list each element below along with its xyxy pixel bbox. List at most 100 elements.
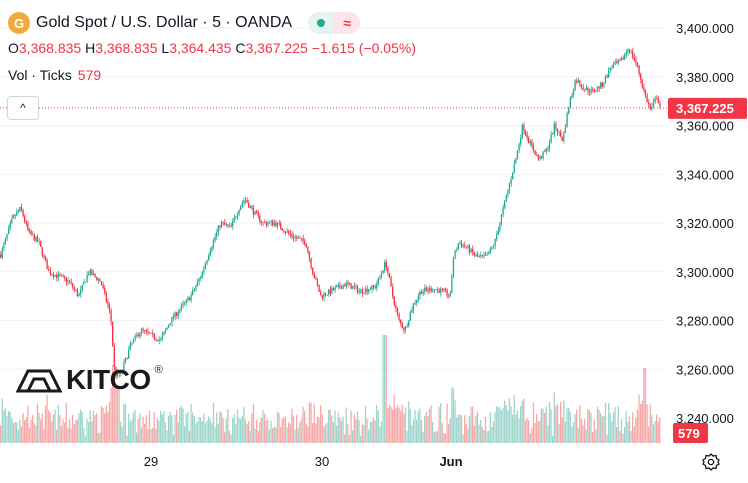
candle-body [275, 222, 277, 226]
volume-bar [467, 428, 469, 443]
volume-bar [108, 402, 111, 443]
volume-bar [272, 428, 274, 443]
candle-body [145, 330, 147, 332]
volume-bar [267, 419, 269, 443]
volume-bar [318, 417, 320, 443]
volume-bar [377, 410, 379, 443]
candle-body [190, 294, 192, 301]
volume-bar [148, 410, 151, 443]
candle-body [123, 362, 125, 371]
volume-bar [179, 407, 181, 443]
market-status-pill[interactable]: ≈ [308, 12, 361, 34]
chart-settings-button[interactable] [700, 451, 722, 473]
volume-bar [4, 407, 7, 443]
symbol-title[interactable]: Gold Spot / U.S. Dollar · 5 · OANDA [36, 14, 293, 31]
volume-bar [521, 400, 523, 443]
volume-legend[interactable]: Vol · Ticks 579 [8, 67, 101, 83]
candle-body [520, 138, 522, 145]
volume-bar [334, 410, 336, 443]
high-value: 3,368.835 [95, 40, 158, 56]
candle-body [86, 275, 88, 283]
volume-bar [296, 414, 298, 443]
volume-bar [208, 416, 210, 443]
last-volume-label: 579 [678, 426, 700, 441]
candle-body [147, 331, 149, 333]
gold-coin-icon[interactable]: G [8, 12, 30, 34]
candle-body [387, 267, 389, 274]
volume-bar [65, 403, 67, 443]
volume-bar [478, 424, 480, 443]
volume-bar [84, 436, 87, 443]
volume-bar [134, 409, 136, 443]
candle-body [118, 371, 120, 374]
volume-bar [641, 400, 643, 443]
collapse-legend-button[interactable]: ^ [7, 96, 39, 120]
candle-body [254, 211, 256, 215]
delayed-data-icon: ≈ [334, 12, 361, 34]
volume-bar [80, 409, 82, 443]
volume-bar [283, 417, 285, 443]
volume-bar [176, 409, 178, 443]
volume-bar [649, 404, 651, 443]
x-tick-label: Jun [439, 454, 462, 469]
candle-body [88, 273, 90, 276]
candle-body [238, 210, 240, 214]
candle-body [177, 312, 179, 316]
candle-body [552, 133, 554, 135]
volume-bar [640, 404, 642, 443]
candle-body [385, 261, 387, 268]
candle-body [609, 68, 611, 70]
volume-bar [596, 406, 599, 443]
candle-body [393, 296, 395, 306]
change-value: −1.615 (−0.05%) [311, 40, 416, 56]
volume-bar [276, 411, 279, 443]
volume-bar [531, 428, 533, 443]
volume-bar [44, 405, 47, 443]
volume-bar [91, 421, 93, 443]
candle-body [438, 289, 440, 293]
volume-bar [625, 411, 627, 443]
volume-bar [340, 420, 343, 443]
candle-body [267, 223, 269, 225]
candle-body [236, 213, 239, 217]
volume-bar [518, 418, 520, 443]
volume-bar [601, 416, 603, 443]
volume-bar [316, 416, 319, 443]
volume-bar [273, 426, 275, 443]
volume-bar [576, 409, 578, 443]
candle-body [195, 285, 197, 290]
volume-bar [292, 415, 295, 443]
volume-bar [48, 410, 50, 443]
candle-body [203, 268, 205, 272]
volume-bar [404, 407, 407, 443]
candle-body [283, 230, 285, 232]
volume-bar [264, 413, 266, 443]
candle-body [540, 156, 543, 159]
candle-body [377, 277, 379, 285]
volume-bar [371, 421, 373, 443]
volume-bar [211, 423, 213, 443]
candle-body [129, 343, 131, 350]
volume-bar [281, 419, 283, 443]
last-price-tag: 3,367.225 [668, 97, 747, 119]
volume-bar [75, 420, 77, 443]
volume-bar [113, 388, 115, 443]
volume-bar [376, 404, 378, 443]
volume-bar [220, 412, 223, 443]
candle-body [364, 288, 367, 294]
volume-bar [86, 419, 88, 443]
candle-body [278, 222, 280, 224]
volume-bar [624, 426, 626, 443]
candle-body [374, 286, 376, 289]
candle-body [392, 286, 394, 297]
candle-body [20, 206, 23, 210]
candle-body [427, 289, 429, 291]
candle-body [302, 237, 304, 241]
candle-body [643, 86, 645, 91]
volume-bar [136, 432, 138, 443]
candle-body [240, 206, 242, 211]
volume-bar [121, 427, 123, 443]
volume-bar [275, 427, 277, 443]
candle-body [633, 57, 635, 61]
